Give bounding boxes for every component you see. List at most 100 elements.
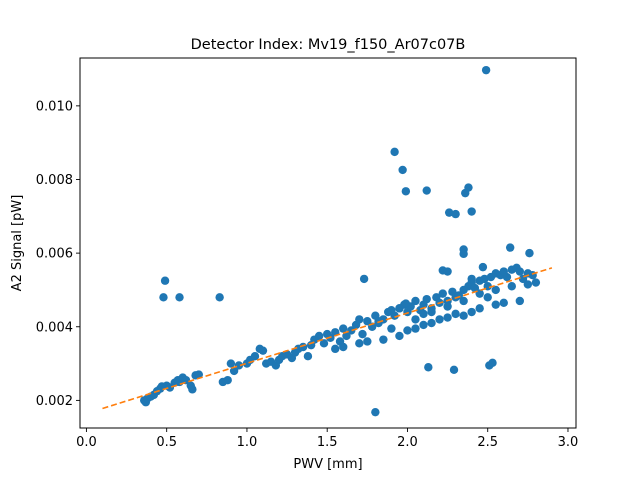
data-point bbox=[470, 283, 480, 293]
y-tick-label: 0.006 bbox=[36, 247, 73, 262]
data-point bbox=[303, 352, 313, 361]
data-point bbox=[359, 274, 369, 284]
fit-line-layer bbox=[102, 267, 553, 410]
y-tick-label: 0.008 bbox=[36, 173, 73, 188]
data-point bbox=[507, 282, 516, 291]
x-tick-label: 1.5 bbox=[317, 435, 338, 450]
data-point bbox=[401, 187, 411, 196]
data-point bbox=[475, 304, 484, 313]
x-tick-label: 0.5 bbox=[156, 435, 177, 450]
data-point bbox=[226, 359, 236, 368]
data-point bbox=[483, 293, 492, 302]
data-point bbox=[464, 183, 473, 192]
y-axis-label: A2 Signal [pW] bbox=[10, 195, 25, 292]
data-point bbox=[250, 352, 260, 361]
data-point bbox=[398, 165, 407, 175]
y-axis-ticks: 0.002 0.004 0.006 0.008 0.010 bbox=[36, 99, 80, 409]
x-tick-label: 2.5 bbox=[477, 435, 498, 450]
y-tick-label: 0.010 bbox=[36, 99, 73, 114]
data-point bbox=[379, 335, 388, 344]
data-point bbox=[515, 267, 525, 276]
data-point bbox=[188, 385, 197, 394]
data-point bbox=[411, 324, 420, 333]
data-points bbox=[140, 65, 541, 417]
data-point bbox=[480, 274, 489, 284]
data-point bbox=[387, 324, 396, 333]
data-point bbox=[395, 331, 404, 341]
data-point bbox=[355, 315, 364, 324]
data-point bbox=[411, 315, 420, 324]
data-point bbox=[355, 339, 364, 348]
plot-frame bbox=[79, 57, 577, 429]
data-point bbox=[515, 296, 525, 306]
x-tick-label: 1.0 bbox=[237, 435, 258, 450]
data-point bbox=[467, 207, 476, 216]
data-point bbox=[481, 65, 491, 75]
data-point bbox=[194, 370, 203, 379]
data-point bbox=[451, 309, 460, 319]
data-point bbox=[491, 300, 500, 309]
chart-title: Detector Index: Mv19_f150_Ar07c07B bbox=[191, 37, 466, 53]
y-tick-label: 0.004 bbox=[36, 320, 73, 335]
data-point bbox=[331, 344, 340, 354]
data-point bbox=[358, 329, 367, 339]
x-tick-label: 3.0 bbox=[558, 435, 579, 450]
data-point bbox=[419, 309, 428, 319]
data-point bbox=[371, 407, 380, 417]
x-tick-label: 0.0 bbox=[76, 435, 97, 450]
data-point bbox=[525, 248, 534, 258]
x-tick-label: 2.0 bbox=[397, 435, 418, 450]
data-point bbox=[422, 294, 431, 304]
data-point bbox=[467, 307, 476, 317]
data-point bbox=[319, 339, 329, 348]
data-point bbox=[258, 346, 268, 355]
data-point bbox=[459, 311, 468, 320]
data-point bbox=[427, 318, 436, 328]
data-point bbox=[435, 315, 444, 324]
data-point bbox=[215, 293, 224, 302]
data-point bbox=[451, 209, 460, 219]
data-point bbox=[390, 311, 399, 320]
data-point bbox=[488, 358, 497, 368]
data-point bbox=[175, 293, 184, 302]
data-point bbox=[459, 296, 468, 306]
data-point bbox=[223, 375, 232, 385]
data-point bbox=[499, 298, 508, 308]
data-point bbox=[443, 302, 452, 311]
data-point bbox=[491, 285, 500, 295]
data-point bbox=[505, 243, 515, 252]
data-point bbox=[449, 365, 459, 375]
data-point bbox=[523, 280, 533, 289]
data-point bbox=[363, 337, 372, 346]
data-point bbox=[395, 304, 404, 313]
data-point bbox=[390, 147, 399, 157]
data-point bbox=[443, 267, 452, 276]
data-point bbox=[478, 262, 488, 272]
data-point bbox=[229, 366, 239, 376]
data-point bbox=[438, 289, 447, 298]
data-point bbox=[159, 293, 168, 302]
data-point bbox=[411, 296, 420, 306]
y-tick-label: 0.002 bbox=[36, 394, 73, 409]
data-point bbox=[444, 208, 454, 217]
data-point bbox=[419, 320, 428, 330]
data-point bbox=[347, 326, 356, 335]
data-point bbox=[314, 331, 324, 341]
data-point bbox=[339, 324, 348, 333]
data-point bbox=[502, 272, 512, 282]
fit-line bbox=[102, 267, 553, 410]
x-axis-ticks: 0.0 0.5 1.0 1.5 2.0 2.5 3.0 bbox=[76, 428, 578, 450]
data-point bbox=[374, 317, 383, 326]
x-axis-label: PWV [mm] bbox=[293, 457, 362, 472]
data-point bbox=[160, 276, 170, 285]
data-point bbox=[531, 278, 541, 287]
data-point bbox=[427, 307, 436, 317]
data-point bbox=[443, 313, 452, 322]
data-point bbox=[424, 363, 433, 372]
data-point bbox=[401, 299, 411, 308]
data-point bbox=[363, 317, 372, 326]
data-point bbox=[234, 361, 244, 370]
data-point bbox=[403, 326, 412, 335]
